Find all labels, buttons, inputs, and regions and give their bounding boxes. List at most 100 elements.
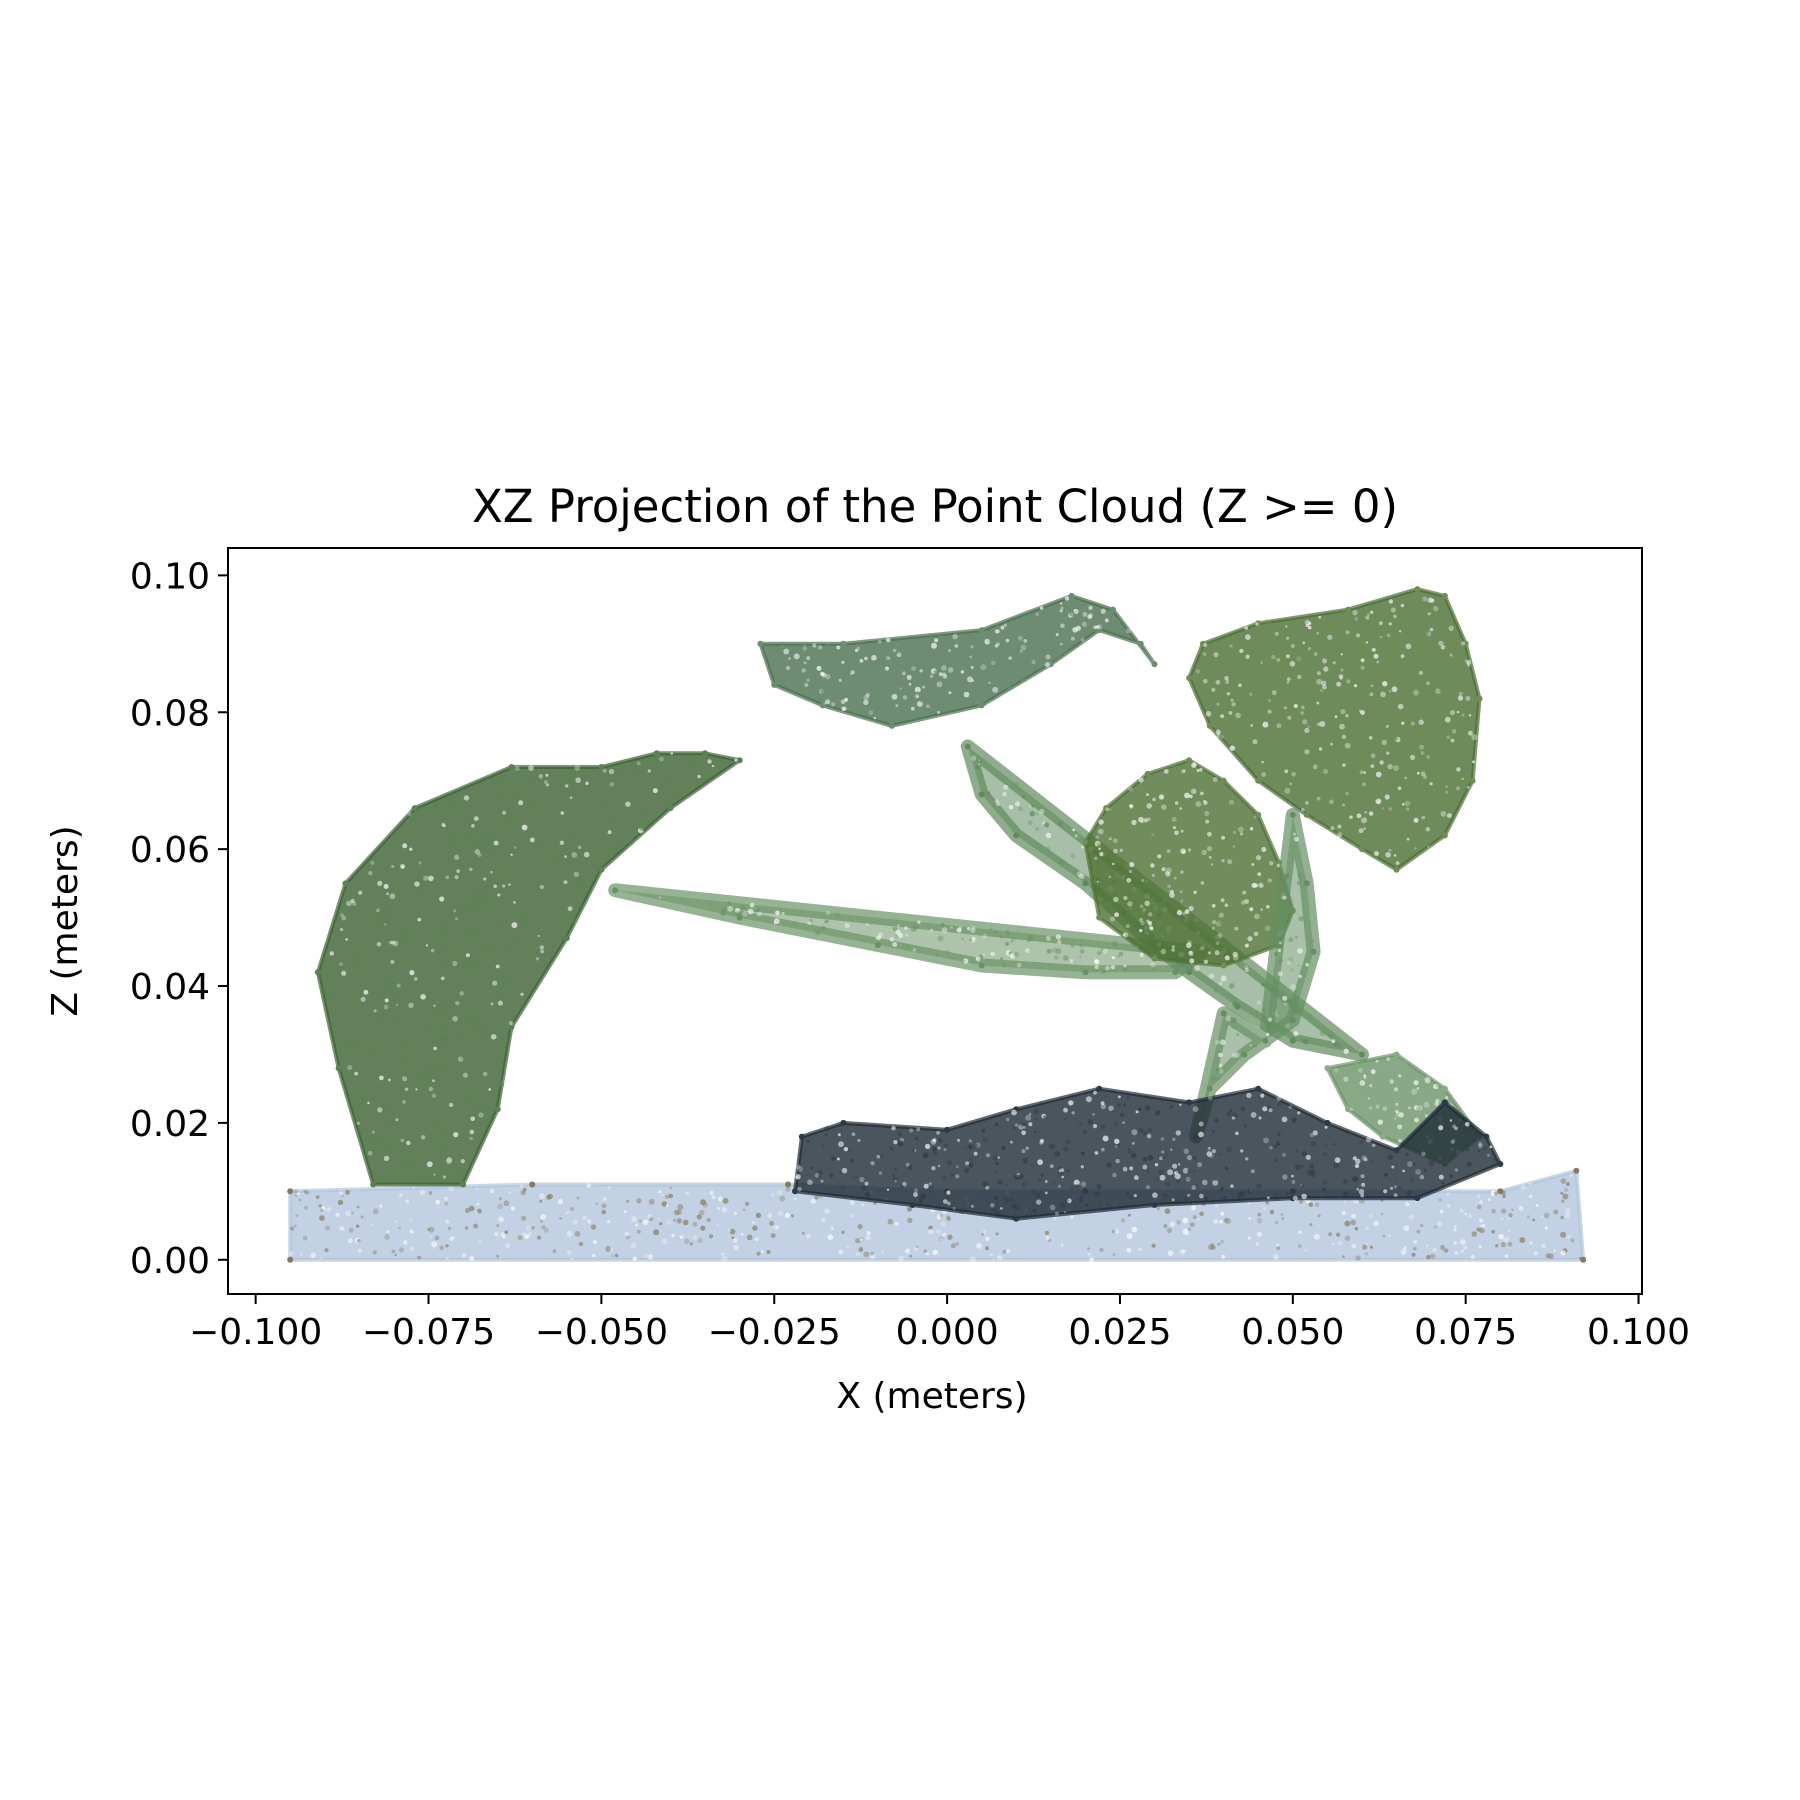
cloud-speckle-ground-layer bbox=[370, 1223, 374, 1226]
cloud-speckle-dark-object bbox=[1164, 1181, 1171, 1187]
cloud-speckle-left-stem bbox=[1079, 949, 1085, 954]
cloud-speckle-small-right-leaf bbox=[1407, 1106, 1411, 1110]
cloud-speckle-left-leaf bbox=[401, 865, 405, 869]
cloud-speckle-ground-layer bbox=[611, 1254, 614, 1258]
cloud-speckle-top-leaf bbox=[919, 669, 923, 673]
cloud-speckle-left-stem bbox=[824, 920, 827, 924]
cloud-speckle-ground-layer bbox=[1560, 1215, 1564, 1220]
cloud-speckle-right-upper-leaf bbox=[1440, 810, 1447, 817]
cloud-speckle-left-leaf bbox=[383, 1004, 389, 1010]
cloud-speckle-small-right-leaf bbox=[1380, 1062, 1387, 1069]
cloud-speckle-ground-layer bbox=[636, 1229, 641, 1234]
cloud-speckle-right-upper-leaf bbox=[1353, 653, 1359, 660]
cloud-speckle-dark-object bbox=[1191, 1185, 1197, 1190]
cloud-speckle-ground-layer bbox=[1281, 1217, 1285, 1221]
cloud-speckle-ground-layer bbox=[821, 1217, 826, 1222]
cloud-speckle-ground-layer bbox=[1403, 1225, 1410, 1232]
cloud-speckle-right-upper-leaf bbox=[1388, 599, 1394, 604]
cloud-speckle-right-upper-leaf bbox=[1365, 641, 1369, 644]
cloud-speckle-ground-layer bbox=[473, 1223, 479, 1229]
cloud-speckle-ground-layer bbox=[857, 1224, 863, 1230]
cloud-speckle-left-leaf bbox=[390, 959, 395, 965]
cloud-speckle-right-stems bbox=[1231, 1025, 1236, 1030]
cloud-speckle-top-leaf bbox=[945, 656, 950, 661]
cloud-speckle-right-upper-leaf bbox=[1312, 764, 1318, 770]
cloud-speckle-left-leaf bbox=[555, 809, 560, 814]
cloud-speckle-dark-object bbox=[1017, 1123, 1021, 1127]
cloud-speckle-right-middle-leaf bbox=[1140, 921, 1145, 926]
cloud-speckle-dark-object bbox=[1177, 1163, 1181, 1166]
cloud-speckle-right-middle-leaf bbox=[1186, 847, 1192, 854]
cloud-speckle-left-leaf bbox=[577, 881, 582, 886]
cloud-speckle-right-upper-leaf bbox=[1355, 633, 1361, 638]
cloud-speckle-dark-object bbox=[1112, 1172, 1117, 1178]
cloud-speckle-right-middle-leaf bbox=[1127, 901, 1133, 907]
cloud-speckle-dark-object bbox=[900, 1184, 905, 1189]
cloud-speckle-dark-object bbox=[1463, 1125, 1470, 1131]
cloud-speckle-left-stem bbox=[994, 930, 998, 934]
cloud-speckle-top-leaf bbox=[841, 683, 847, 688]
cloud-speckle-right-upper-leaf bbox=[1268, 699, 1271, 702]
cloud-speckle-ground-layer bbox=[1543, 1212, 1550, 1219]
cloud-speckle-dark-object bbox=[1297, 1111, 1301, 1115]
cloud-speckle-ground-layer bbox=[721, 1255, 728, 1262]
cloud-speckle-ground-layer bbox=[1169, 1221, 1175, 1227]
cloud-speckle-left-leaf bbox=[457, 853, 462, 858]
cloud-speckle-left-stem bbox=[990, 951, 995, 957]
cloud-speckle-right-upper-leaf bbox=[1472, 760, 1476, 764]
cloud-speckle-dark-object bbox=[1044, 1191, 1048, 1195]
cloud-speckle-ground-layer bbox=[1187, 1227, 1192, 1231]
cloud-speckle-right-upper-leaf bbox=[1463, 658, 1468, 663]
cloud-speckle-left-stem bbox=[892, 942, 898, 947]
cloud-speckle-top-leaf bbox=[1118, 626, 1123, 631]
cloud-speckle-right-upper-leaf bbox=[1470, 697, 1477, 703]
cloud-speckle-top-leaf bbox=[825, 699, 831, 705]
cloud-speckle-left-leaf bbox=[477, 852, 482, 857]
cloud-speckle-top-leaf bbox=[1097, 624, 1103, 630]
cloud-speckle-top-leaf bbox=[926, 704, 930, 709]
cloud-speckle-ground-layer bbox=[685, 1191, 689, 1196]
cloud-speckle-right-upper-leaf bbox=[1404, 776, 1408, 780]
cloud-speckle-ground-layer bbox=[1089, 1257, 1094, 1262]
cloud-speckle-dark-object bbox=[1004, 1198, 1010, 1203]
cloud-speckle-ground-layer bbox=[1560, 1178, 1567, 1184]
cloud-speckle-top-leaf bbox=[1087, 614, 1092, 619]
cloud-speckle-left-leaf bbox=[430, 926, 436, 932]
cloud-speckle-left-leaf bbox=[360, 990, 363, 994]
cloud-speckle-right-upper-leaf bbox=[1398, 794, 1402, 798]
cloud-speckle-left-stem bbox=[1122, 967, 1127, 972]
point-cloud-marks bbox=[287, 586, 1587, 1263]
cloud-point-right-upper-leaf bbox=[1303, 811, 1310, 818]
cloud-speckle-left-leaf bbox=[389, 900, 394, 905]
cloud-speckle-right-upper-leaf bbox=[1354, 617, 1359, 621]
cloud-speckle-top-leaf bbox=[883, 681, 890, 687]
cloud-speckle-ground-layer bbox=[1120, 1218, 1125, 1223]
cloud-speckle-left-leaf bbox=[511, 922, 518, 929]
cloud-speckle-left-stem bbox=[877, 932, 884, 938]
cloud-speckle-left-leaf bbox=[455, 1001, 460, 1006]
cloud-speckle-dark-object bbox=[1187, 1193, 1191, 1197]
cloud-speckle-ground-layer bbox=[464, 1226, 469, 1230]
cloud-speckle-right-upper-leaf bbox=[1390, 767, 1394, 772]
cloud-speckle-ground-layer bbox=[1388, 1234, 1391, 1237]
cloud-speckle-right-middle-leaf bbox=[1255, 855, 1262, 861]
cloud-speckle-left-leaf bbox=[467, 1158, 471, 1162]
cloud-speckle-right-middle-leaf bbox=[1096, 880, 1100, 883]
cloud-speckle-right-middle-leaf bbox=[1143, 818, 1149, 823]
cloud-speckle-right-stems bbox=[1215, 1039, 1220, 1045]
cloud-speckle-top-leaf bbox=[868, 710, 873, 714]
cloud-speckle-top-leaf bbox=[995, 678, 1000, 683]
cloud-speckle-right-upper-leaf bbox=[1244, 626, 1249, 630]
cloud-speckle-right-middle-leaf bbox=[1095, 835, 1100, 840]
cloud-speckle-dark-object bbox=[892, 1176, 898, 1183]
cloud-speckle-ground-layer bbox=[1570, 1238, 1575, 1243]
cloud-speckle-left-leaf bbox=[371, 1131, 377, 1138]
cloud-speckle-dark-object bbox=[1360, 1174, 1365, 1179]
cloud-speckle-left-leaf bbox=[446, 1157, 453, 1163]
cloud-speckle-right-middle-leaf bbox=[1170, 805, 1174, 810]
cloud-speckle-small-right-leaf bbox=[1363, 1074, 1366, 1077]
cloud-speckle-top-leaf bbox=[1035, 612, 1040, 617]
cloud-speckle-right-middle-leaf bbox=[1109, 834, 1114, 840]
cloud-speckle-small-right-leaf bbox=[1428, 1080, 1433, 1085]
cloud-speckle-ground-layer bbox=[592, 1239, 598, 1245]
